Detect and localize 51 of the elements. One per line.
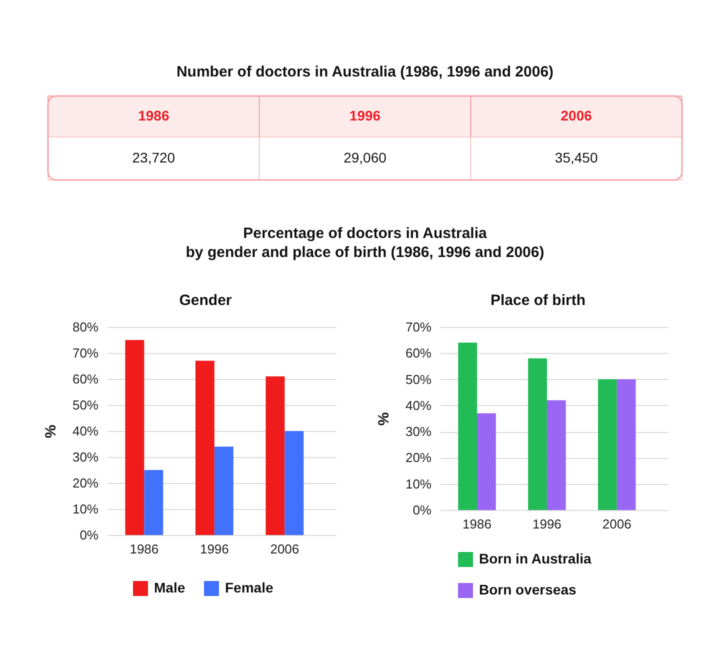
bar <box>458 342 478 510</box>
bar <box>528 358 547 510</box>
data-label: 29,060 <box>344 150 387 166</box>
y-tick-label: 70% <box>405 320 432 334</box>
data-label: 23,720 <box>132 150 176 166</box>
y-tick-label: 20% <box>72 476 99 490</box>
bar <box>284 431 304 535</box>
y-tick-label: 60% <box>72 372 99 386</box>
y-tick-label: 70% <box>72 346 99 360</box>
y-tick-label: 50% <box>72 398 99 412</box>
legend-label: Born overseas <box>479 582 576 598</box>
y-tick-label: 20% <box>405 450 432 466</box>
legend-label: Male <box>154 580 186 596</box>
data-label: 35,450 <box>554 150 598 166</box>
y-tick-label: 0% <box>412 502 432 518</box>
bar <box>546 400 566 510</box>
text: Number of doctors in Australia (1986, 1996 and 2006) <box>176 63 554 80</box>
bar <box>477 413 496 510</box>
bar <box>616 379 636 510</box>
bar <box>214 446 234 535</box>
category-label: 1996 <box>349 108 381 124</box>
y-tick-label: 80% <box>72 320 99 334</box>
y-axis-title: % <box>42 424 60 438</box>
legend-label: Born in Australia <box>479 550 592 566</box>
x-tick-label: 1986 <box>462 516 492 532</box>
x-tick-label: 2006 <box>270 542 300 556</box>
bar <box>598 379 617 510</box>
y-tick-label: 30% <box>72 450 99 464</box>
text: Percentage of doctors in Australia by gender and place of birth (1986, 1996 and 2006) <box>186 225 544 261</box>
bar <box>266 376 285 535</box>
chart-title: Place of birth <box>490 292 586 309</box>
x-tick-label: 1996 <box>532 516 562 532</box>
legend-label: Female <box>225 580 274 596</box>
category-label: 2006 <box>560 108 592 124</box>
x-tick-label: 2006 <box>602 516 632 532</box>
y-tick-label: 50% <box>405 372 432 387</box>
y-tick-label: 10% <box>72 502 99 516</box>
bar <box>144 470 164 535</box>
y-tick-label: 40% <box>72 424 99 438</box>
bar <box>195 360 214 535</box>
y-tick-label: 30% <box>405 424 432 440</box>
x-tick-label: 1986 <box>130 542 159 556</box>
y-tick-label: 40% <box>405 398 432 413</box>
y-tick-label: 10% <box>405 476 432 492</box>
category-label: 1986 <box>138 108 170 124</box>
y-tick-label: 0% <box>80 528 99 542</box>
chart-title: Gender <box>179 292 232 309</box>
x-tick-label: 1996 <box>200 542 229 556</box>
y-axis-title: % <box>375 412 392 426</box>
bar <box>125 340 144 535</box>
y-tick-label: 60% <box>405 346 432 361</box>
